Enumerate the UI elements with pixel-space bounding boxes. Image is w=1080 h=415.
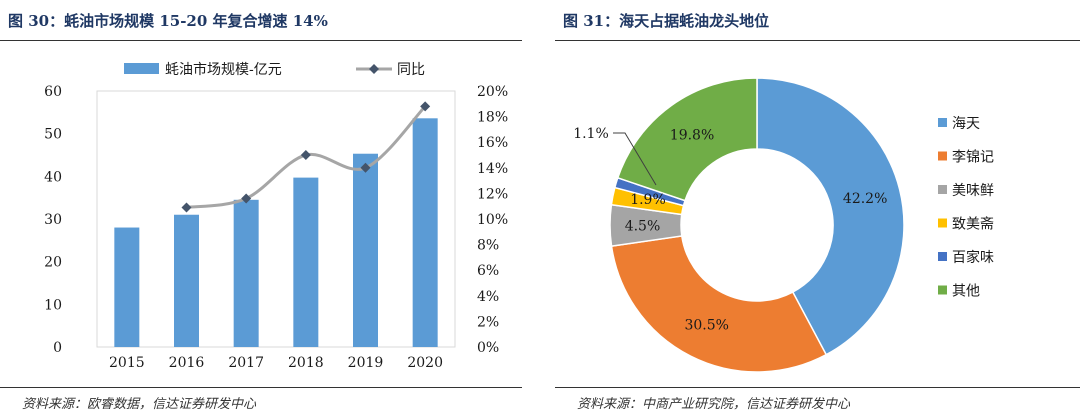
data-label-美味鲜: 4.5% [625, 218, 661, 234]
legend-marker-yoy [369, 64, 379, 74]
right-source-rule [555, 387, 1080, 388]
bar-2019 [353, 153, 378, 347]
legend-label-李锦记: 李锦记 [952, 149, 994, 166]
x-axis-tick-label: 2015 [109, 355, 145, 371]
left-chart-panel: 图 30：蚝油市场规模 15-20 年复合增速 14% 蚝油市场规模-亿元 同比 0… [0, 0, 522, 415]
donut-slice-海天 [756, 77, 905, 356]
yoy-point-2019 [360, 162, 371, 173]
right-chart-panel: 图 31：海天占据蚝油龙头地位 42.2% 30.5% 19.8% 4.5% 1.9% 1… [555, 0, 1080, 415]
right-title-rule [555, 40, 1080, 41]
yoy-point-2020 [420, 101, 431, 112]
y2-axis-tick-label: 4% [477, 289, 499, 305]
left-chart-source: 资料来源：欧睿数据，信达证券研发中心 [22, 397, 257, 412]
y2-axis-tick-label: 18% [477, 110, 508, 126]
x-axis-tick-label: 2016 [169, 355, 205, 371]
legend-swatch-致美斋 [938, 218, 947, 228]
right-chart-title: 图 31：海天占据蚝油龙头地位 [563, 12, 770, 30]
yoy-point-2017 [241, 193, 252, 204]
yoy-point-2016 [181, 202, 192, 213]
yoy-point-2018 [300, 150, 311, 160]
legend-label-美味鲜: 美味鲜 [952, 183, 994, 199]
x-axis-tick-label: 2017 [228, 355, 264, 371]
data-label-海天: 42.2% [843, 191, 887, 207]
bar-2017 [233, 199, 259, 347]
data-label-百家味: 1.1% [573, 126, 609, 142]
donut-slice-其他 [616, 77, 758, 202]
legend-label-致美斋: 致美斋 [952, 216, 994, 233]
legend-swatch-美味鲜 [938, 185, 947, 194]
plot-area-border [96, 90, 456, 348]
y2-axis-tick-label: 16% [477, 135, 508, 151]
y-axis-tick-label: 10 [44, 297, 62, 313]
bar-2018 [293, 177, 319, 347]
x-axis-tick-label: 2020 [407, 355, 443, 371]
y-axis-tick-label: 50 [44, 127, 62, 143]
legend-swatch-market-size [124, 63, 159, 74]
data-label-致美斋: 1.9% [630, 192, 666, 208]
bar-2020 [412, 118, 438, 347]
legend-swatch-海天 [938, 118, 947, 127]
y-axis-tick-label: 20 [44, 255, 62, 271]
y-axis-tick-label: 60 [44, 84, 62, 100]
bar-line-combo-chart: 蚝油市场规模-亿元 同比 0 10 20 30 40 50 60 0% 2% 4% 6% 8% 10% 12%… [44, 61, 508, 371]
left-chart-title: 图 30：蚝油市场规模 15-20 年复合增速 14% [8, 12, 328, 30]
legend-label-market-size: 蚝油市场规模-亿元 [165, 61, 282, 78]
y-axis-tick-label: 40 [44, 169, 62, 185]
y-axis-tick-label: 30 [44, 212, 62, 228]
legend-label-yoy: 同比 [397, 62, 425, 78]
y2-axis-tick-label: 10% [477, 212, 508, 228]
bar-2015 [114, 227, 140, 347]
y2-axis-tick-label: 14% [477, 161, 508, 177]
y2-axis-tick-label: 2% [477, 314, 499, 330]
y2-axis-tick-label: 20% [477, 84, 508, 100]
legend-swatch-其他 [938, 285, 947, 295]
data-label-其他: 19.8% [670, 127, 714, 143]
x-axis-tick-label: 2018 [288, 355, 324, 371]
bar-2016 [174, 214, 199, 347]
y2-axis-tick-label: 6% [477, 263, 499, 279]
left-source-rule [0, 387, 522, 388]
leader-line-百家味 [613, 132, 657, 186]
y2-axis-tick-label: 12% [477, 186, 508, 202]
legend-label-海天: 海天 [952, 116, 980, 132]
donut-chart: 42.2% 30.5% 19.8% 4.5% 1.9% 1.1% 海天李锦记美味鲜致美斋百家… [573, 77, 994, 373]
data-label-李锦记: 30.5% [684, 318, 728, 334]
left-title-rule [0, 40, 522, 41]
right-chart-source: 资料来源：中商产业研究院，信达证券研发中心 [577, 397, 851, 412]
donut-slice-李锦记 [610, 235, 828, 373]
legend-label-百家味: 百家味 [952, 249, 994, 266]
y2-axis-tick-label: 0% [477, 340, 499, 356]
legend-label-其他: 其他 [952, 284, 980, 300]
legend-swatch-百家味 [938, 252, 947, 261]
x-axis-tick-label: 2019 [348, 355, 384, 371]
y2-axis-tick-label: 8% [477, 238, 499, 254]
y-axis-tick-label: 0 [53, 340, 62, 356]
legend-swatch-李锦记 [938, 151, 947, 161]
